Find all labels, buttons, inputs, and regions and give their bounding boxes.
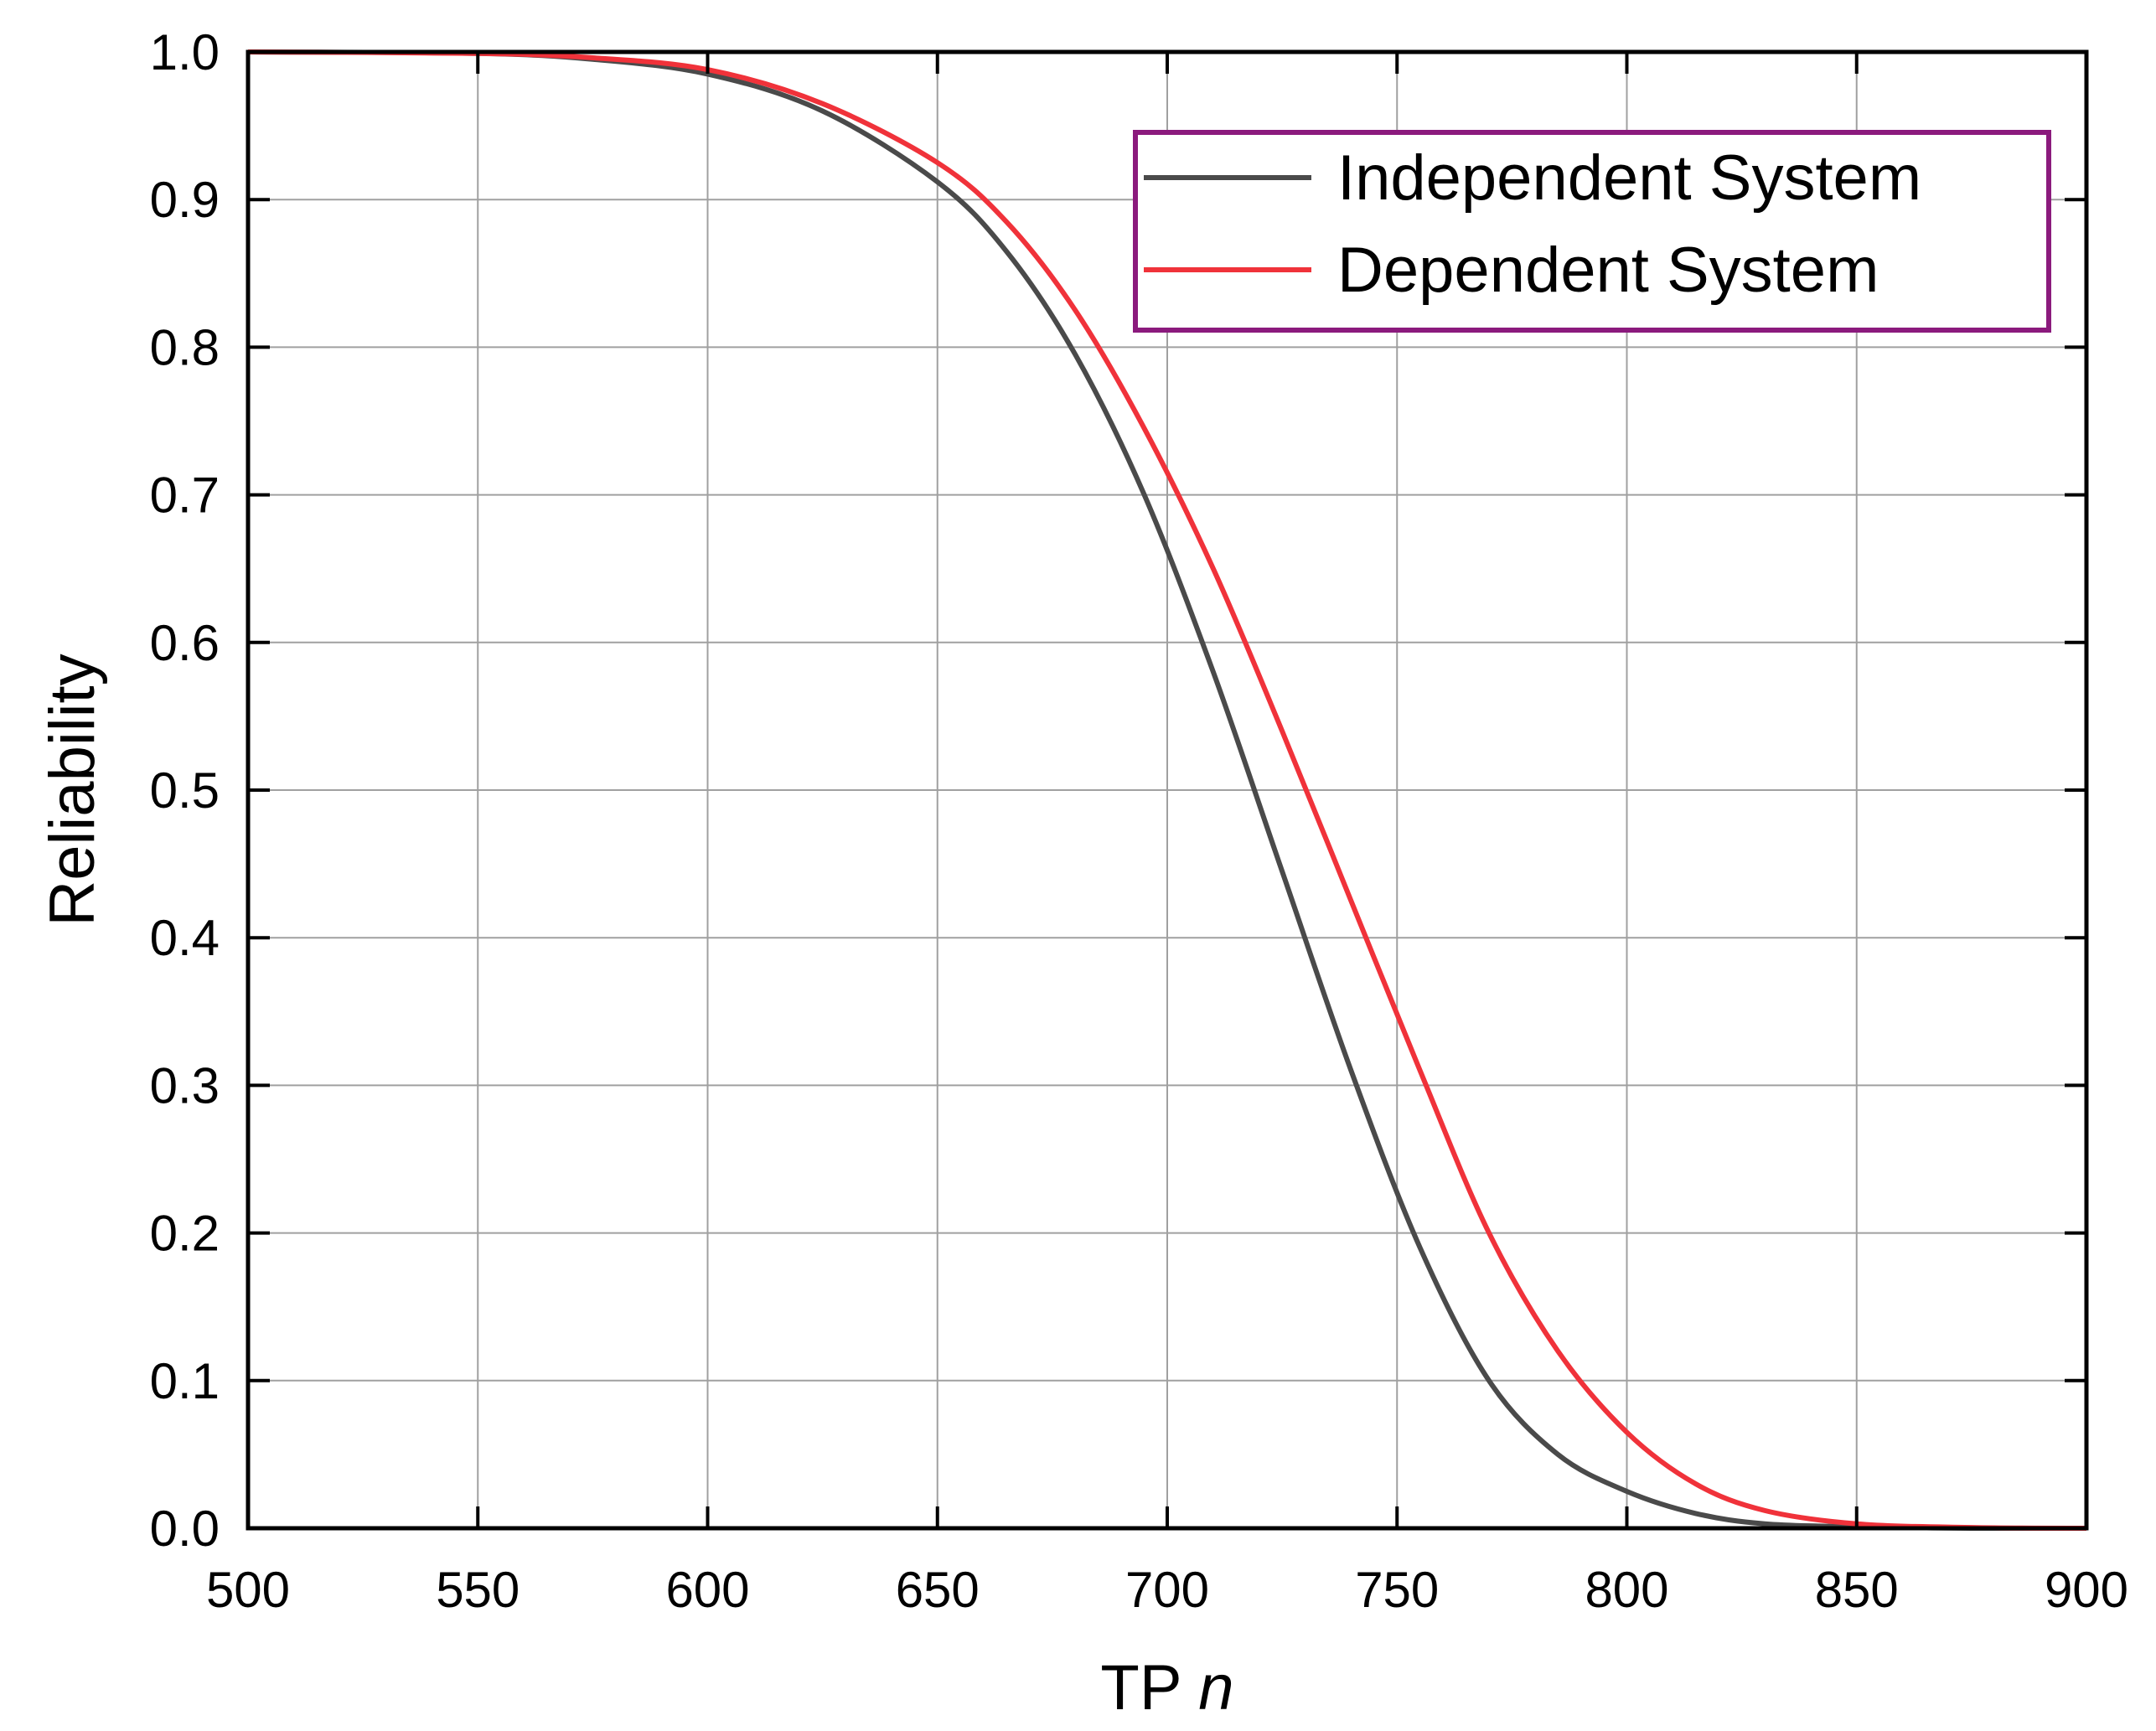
y-axis-title: Reliability (37, 654, 108, 926)
series-lines (247, 49, 2087, 1532)
y-tick-label: 0.9 (150, 172, 220, 228)
legend-label-dependent-system: Dependent System (1337, 235, 1879, 306)
y-tick-label: 0.4 (150, 910, 220, 966)
y-tick-label: 0.3 (150, 1057, 220, 1114)
x-tick-label: 850 (1815, 1562, 1899, 1618)
y-tick-labels: 0.0 0.1 0.2 0.3 0.4 0.5 0.6 0.7 0.8 0.9 1.0 (150, 24, 220, 1557)
x-tick-label: 700 (1125, 1562, 1209, 1618)
x-tick-label: 900 (2045, 1562, 2128, 1618)
x-tick-label: 500 (206, 1562, 290, 1618)
legend-label-independent-system: Independent System (1337, 142, 1921, 214)
x-axis-label: TP (1100, 1652, 1181, 1723)
x-tick-label: 800 (1585, 1562, 1668, 1618)
x-axis-title: TP n (1100, 1652, 1233, 1723)
x-tick-labels: 500 550 600 650 700 750 800 850 900 (206, 1562, 2128, 1618)
axis-ticks (246, 50, 2088, 1530)
x-tick-label: 600 (665, 1562, 749, 1618)
legend: Independent System Dependent System (1133, 130, 2051, 333)
x-tick-label: 750 (1355, 1562, 1439, 1618)
y-tick-label: 0.8 (150, 319, 220, 375)
series-line-independent-system (247, 49, 2086, 1532)
y-tick-label: 0.5 (150, 762, 220, 819)
x-axis-variable: n (1198, 1652, 1233, 1723)
y-tick-label: 1.0 (150, 24, 220, 80)
x-tick-label: 550 (436, 1562, 520, 1618)
y-tick-label: 0.1 (150, 1353, 220, 1409)
series-line-dependent-system (247, 49, 2087, 1531)
y-tick-label: 0.2 (150, 1206, 220, 1262)
y-tick-label: 0.6 (150, 615, 220, 671)
x-tick-label: 650 (896, 1562, 980, 1618)
y-tick-label: 0.7 (150, 468, 220, 524)
legend-box (1133, 130, 2051, 333)
y-tick-label: 0.0 (150, 1501, 220, 1557)
